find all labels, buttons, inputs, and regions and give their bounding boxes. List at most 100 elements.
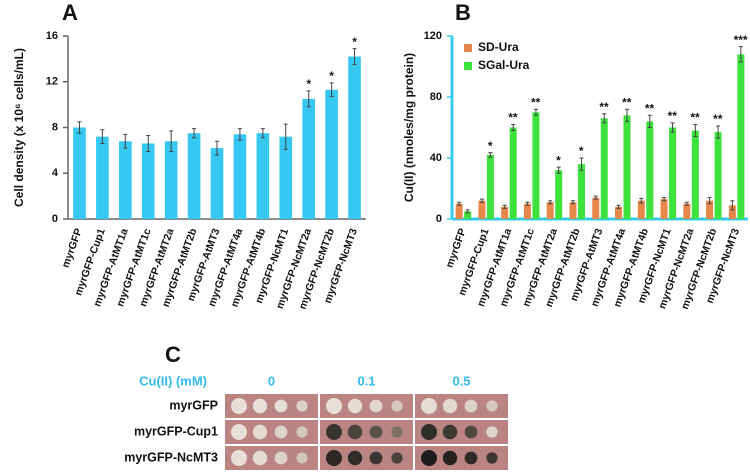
bar <box>233 134 247 219</box>
yeast-spot <box>252 424 268 440</box>
y-axis-label: Cu(II) (nmoles/mg protein) <box>402 53 416 202</box>
yeast-spot <box>296 452 308 464</box>
yeast-spot <box>369 451 383 465</box>
error-bar <box>215 140 219 156</box>
bar <box>141 143 155 219</box>
error-bar <box>479 198 484 203</box>
bar <box>546 202 554 219</box>
bar <box>73 127 86 219</box>
concentration-label: 0.1 <box>357 373 375 388</box>
significance: ** <box>668 109 678 123</box>
yeast-spot <box>464 399 478 413</box>
y-axis-label: Cell density (x 10⁶ cells/mL) <box>12 48 26 207</box>
significance: * <box>579 144 584 158</box>
bar <box>714 132 722 219</box>
yeast-spot <box>274 451 288 465</box>
bar <box>302 98 315 219</box>
error-bar <box>625 108 630 122</box>
legend-label: SGal-Ura <box>478 58 530 72</box>
legend-swatch <box>464 62 472 70</box>
yeast-spot <box>442 398 458 414</box>
yeast-spot <box>391 452 403 464</box>
error-bar <box>738 46 743 63</box>
error-bar <box>670 122 675 133</box>
significance: ** <box>690 111 700 125</box>
significance: ** <box>599 100 609 114</box>
y-tick-label: 80 <box>430 91 442 103</box>
bar <box>96 136 109 219</box>
bar <box>706 200 714 219</box>
bar <box>464 211 472 219</box>
y-tick-label: 16 <box>46 30 58 42</box>
yeast-spot <box>274 425 288 439</box>
bar <box>509 127 517 219</box>
bar <box>455 203 463 219</box>
bar <box>660 199 668 219</box>
bar <box>637 200 645 219</box>
significance: ** <box>508 111 518 125</box>
yeast-spot <box>369 425 383 439</box>
error-bar <box>306 90 311 108</box>
error-bar <box>693 123 698 138</box>
bar <box>164 141 178 219</box>
bar <box>348 56 361 220</box>
yeast-spot <box>231 450 247 466</box>
yeast-spot <box>464 451 478 465</box>
yeast-spot <box>347 398 363 414</box>
legend-label: SD-Ura <box>478 40 519 54</box>
bar <box>600 118 608 219</box>
bar <box>523 203 531 219</box>
bar <box>691 130 699 219</box>
error-bar <box>570 200 575 205</box>
error-bar <box>716 125 721 139</box>
error-bar <box>329 82 334 98</box>
bar <box>486 154 494 219</box>
error-bar <box>352 48 357 66</box>
yeast-spot <box>486 452 498 464</box>
y-tick-label: 4 <box>52 167 59 179</box>
error-bar <box>100 129 105 145</box>
error-bar <box>707 197 712 205</box>
yeast-spot <box>326 450 342 466</box>
strain-label: myrGFP-NcMT3 <box>124 450 218 464</box>
error-bar <box>525 201 530 206</box>
yeast-spot <box>252 398 268 414</box>
bar <box>119 141 132 219</box>
bar <box>555 170 563 219</box>
bar <box>325 89 338 219</box>
yeast-spot <box>296 426 308 438</box>
yeast-spot <box>442 424 458 440</box>
bar <box>478 200 486 219</box>
yeast-spot <box>421 398 437 414</box>
bar <box>737 54 745 219</box>
yeast-spot <box>296 400 308 412</box>
yeast-spot <box>464 425 478 439</box>
error-bar <box>579 157 584 171</box>
bar <box>577 164 585 219</box>
yeast-spot <box>347 424 363 440</box>
bar <box>569 202 577 219</box>
yeast-spot <box>391 400 403 412</box>
error-bar <box>169 130 174 153</box>
error-bar <box>488 152 493 158</box>
legend-swatch <box>464 44 472 52</box>
bar <box>532 112 540 219</box>
yeast-spot <box>252 450 268 466</box>
error-bar <box>146 135 151 153</box>
significance: * <box>488 139 493 153</box>
yeast-spot <box>326 424 342 440</box>
significance: * <box>556 153 561 167</box>
x-tick-label: myrGFP <box>60 227 85 269</box>
panel-label: C <box>165 342 181 367</box>
y-tick-label: 12 <box>46 76 58 88</box>
yeast-spot <box>347 450 363 466</box>
significance: ** <box>622 95 632 109</box>
error-bar <box>602 113 607 124</box>
bar <box>210 148 224 219</box>
yeast-spot <box>486 426 498 438</box>
error-bar <box>639 197 644 204</box>
error-bar <box>511 123 516 132</box>
yeast-spot <box>369 399 383 413</box>
